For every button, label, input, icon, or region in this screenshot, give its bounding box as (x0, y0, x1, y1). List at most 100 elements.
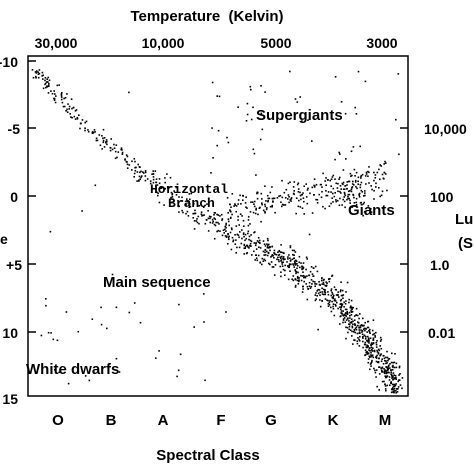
star-point (255, 207, 257, 210)
star-point (340, 312, 342, 314)
star-point (272, 266, 275, 268)
bottom-axis-title: Spectral Class (156, 447, 259, 464)
star-point (350, 321, 353, 323)
star-point (343, 188, 346, 190)
star-point (349, 314, 351, 317)
star-point (301, 120, 303, 122)
star-point (186, 198, 188, 200)
star-point (211, 127, 213, 129)
star-point (332, 174, 335, 177)
star-point (352, 193, 354, 196)
star-point (262, 209, 265, 212)
star-point (293, 266, 295, 268)
star-point (390, 374, 393, 376)
giants-label: Giants (348, 202, 395, 219)
star-point (46, 78, 48, 80)
star-point (384, 369, 386, 371)
star-point (286, 261, 288, 263)
star-point (193, 212, 196, 215)
star-point (335, 199, 337, 201)
star-point (345, 158, 347, 160)
star-point (344, 314, 347, 317)
left-axis: -10 -5 0 +5 10 15 e (0, 54, 36, 407)
star-point (305, 196, 308, 198)
star-point (338, 296, 340, 298)
star-point (169, 176, 172, 179)
star-point (251, 201, 254, 203)
star-point (330, 288, 333, 290)
star-point (319, 284, 321, 286)
star-point (397, 73, 400, 75)
star-point (253, 203, 255, 205)
star-point (378, 357, 380, 360)
star-point (384, 173, 387, 175)
star-point (334, 303, 337, 306)
star-point (185, 204, 187, 206)
star-point (308, 285, 311, 287)
star-point (158, 178, 161, 180)
star-point (334, 192, 336, 194)
star-point (264, 205, 267, 208)
star-point (254, 231, 256, 233)
star-point (207, 217, 210, 220)
star-point (152, 172, 155, 175)
star-point (76, 118, 79, 120)
star-point (289, 245, 292, 247)
star-point (84, 127, 86, 129)
star-point (346, 281, 349, 284)
star-point (361, 333, 364, 336)
star-point (324, 289, 326, 291)
star-point (335, 182, 337, 185)
star-point (193, 203, 195, 205)
star-point (238, 246, 241, 249)
star-point (171, 192, 174, 195)
star-point (45, 81, 48, 83)
star-point (192, 212, 194, 215)
star-point (261, 257, 264, 260)
right-tick-label: 1.0 (430, 257, 450, 273)
star-point (304, 276, 307, 279)
star-point (277, 256, 279, 259)
star-point (301, 193, 304, 196)
star-point (144, 171, 147, 174)
star-point (220, 213, 223, 216)
star-point (219, 215, 221, 217)
star-point (336, 199, 339, 202)
star-point (350, 299, 353, 302)
star-point (397, 386, 400, 388)
star-point (389, 384, 391, 386)
star-point (392, 378, 395, 380)
star-point (301, 291, 304, 293)
star-point (114, 150, 117, 153)
star-point (246, 113, 249, 116)
star-point (166, 173, 168, 175)
star-point (342, 181, 345, 184)
star-point (357, 70, 360, 73)
star-point (340, 315, 342, 317)
star-point (306, 202, 309, 205)
star-point (357, 337, 359, 339)
star-point (151, 173, 153, 175)
star-point (279, 265, 282, 268)
star-point (281, 261, 283, 264)
star-point (144, 175, 147, 177)
star-point (373, 198, 375, 200)
star-point (361, 173, 364, 176)
star-point (358, 340, 361, 342)
star-point (308, 233, 311, 236)
star-point (349, 306, 352, 309)
star-point (357, 322, 360, 324)
star-point (306, 285, 309, 288)
star-point (235, 239, 237, 241)
star-point (231, 228, 233, 231)
star-point (326, 194, 329, 197)
star-point (364, 190, 366, 192)
star-point (149, 180, 152, 182)
star-point (345, 312, 347, 314)
star-point (248, 247, 250, 249)
star-point (202, 206, 205, 208)
star-point (364, 175, 367, 177)
star-point (236, 246, 238, 249)
star-point (282, 261, 284, 263)
star-point (354, 323, 356, 325)
